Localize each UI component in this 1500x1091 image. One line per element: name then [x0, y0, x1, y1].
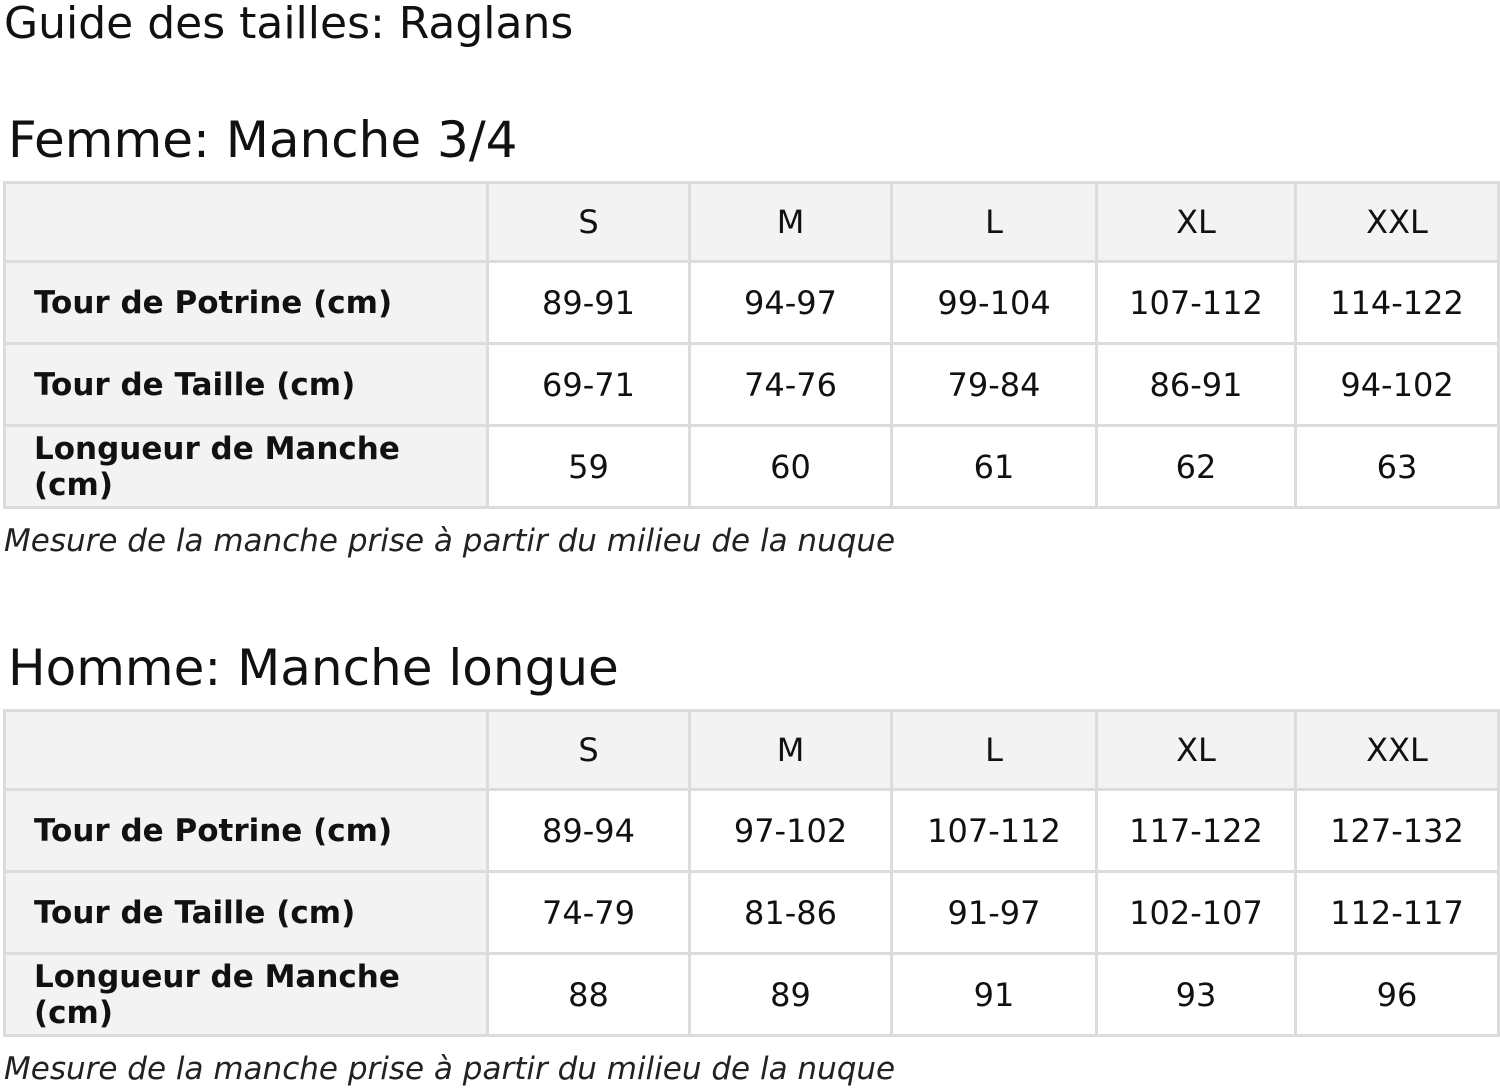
table-cell: 94-97: [688, 260, 893, 345]
table-cell: 97-102: [688, 788, 893, 873]
table-row: Longueur de Manche (cm) 88 89 91 93 96: [3, 952, 1500, 1037]
row-label: Tour de Taille (cm): [3, 342, 489, 427]
size-table-homme: S M L XL XXL Tour de Potrine (cm) 89-94 97-102 1…: [3, 709, 1500, 1037]
table-cell: 69-71: [486, 342, 691, 427]
table-cell: 127-132: [1294, 788, 1500, 873]
table-cell: 61: [890, 424, 1098, 509]
section-heading-homme: Homme: Manche longue: [8, 639, 619, 697]
table-row: Tour de Taille (cm) 74-79 81-86 91-97 102-10…: [3, 870, 1500, 955]
table-cell: 89: [688, 952, 893, 1037]
size-header: S: [486, 181, 691, 263]
table-cell: 107-112: [1095, 260, 1297, 345]
size-header: XXL: [1294, 709, 1500, 791]
table-cell: 86-91: [1095, 342, 1297, 427]
table-cell: 63: [1294, 424, 1500, 509]
table-cell: 117-122: [1095, 788, 1297, 873]
header-row: S M L XL XXL: [3, 709, 1500, 791]
table-cell: 79-84: [890, 342, 1098, 427]
table-cell: 94-102: [1294, 342, 1500, 427]
row-label: Tour de Potrine (cm): [3, 788, 489, 873]
table-cell: 91: [890, 952, 1098, 1037]
section-heading-femme: Femme: Manche 3/4: [8, 111, 518, 169]
table-cell: 62: [1095, 424, 1297, 509]
table-cell: 114-122: [1294, 260, 1500, 345]
table-cell: 99-104: [890, 260, 1098, 345]
size-header: M: [688, 181, 893, 263]
corner-cell: [3, 709, 489, 791]
row-label: Longueur de Manche (cm): [3, 952, 489, 1037]
table-cell: 89-94: [486, 788, 691, 873]
table-cell: 81-86: [688, 870, 893, 955]
size-header: XL: [1095, 709, 1297, 791]
table-cell: 89-91: [486, 260, 691, 345]
table-cell: 74-79: [486, 870, 691, 955]
table-cell: 60: [688, 424, 893, 509]
table-row: Tour de Taille (cm) 69-71 74-76 79-84 86-91 9…: [3, 342, 1500, 427]
row-label: Tour de Potrine (cm): [3, 260, 489, 345]
table-cell: 107-112: [890, 788, 1098, 873]
table-cell: 59: [486, 424, 691, 509]
size-header: M: [688, 709, 893, 791]
sleeve-note-femme: Mesure de la manche prise à partir du mi…: [4, 523, 896, 559]
size-header: XL: [1095, 181, 1297, 263]
size-table-femme: S M L XL XXL Tour de Potrine (cm) 89-91 94-97 99…: [3, 181, 1500, 509]
table-row: Longueur de Manche (cm) 59 60 61 62 63: [3, 424, 1500, 509]
header-row: S M L XL XXL: [3, 181, 1500, 263]
page-title: Guide des tailles: Raglans: [4, 0, 574, 49]
table-row: Tour de Potrine (cm) 89-91 94-97 99-104 107-…: [3, 260, 1500, 345]
sleeve-note-homme: Mesure de la manche prise à partir du mi…: [4, 1051, 896, 1087]
table-cell: 102-107: [1095, 870, 1297, 955]
size-header: XXL: [1294, 181, 1500, 263]
corner-cell: [3, 181, 489, 263]
table-cell: 91-97: [890, 870, 1098, 955]
table-row: Tour de Potrine (cm) 89-94 97-102 107-112 11…: [3, 788, 1500, 873]
table-cell: 96: [1294, 952, 1500, 1037]
table-cell: 74-76: [688, 342, 893, 427]
size-header: S: [486, 709, 691, 791]
size-header: L: [890, 709, 1098, 791]
size-header: L: [890, 181, 1098, 263]
row-label: Tour de Taille (cm): [3, 870, 489, 955]
row-label: Longueur de Manche (cm): [3, 424, 489, 509]
table-cell: 88: [486, 952, 691, 1037]
table-cell: 112-117: [1294, 870, 1500, 955]
table-cell: 93: [1095, 952, 1297, 1037]
